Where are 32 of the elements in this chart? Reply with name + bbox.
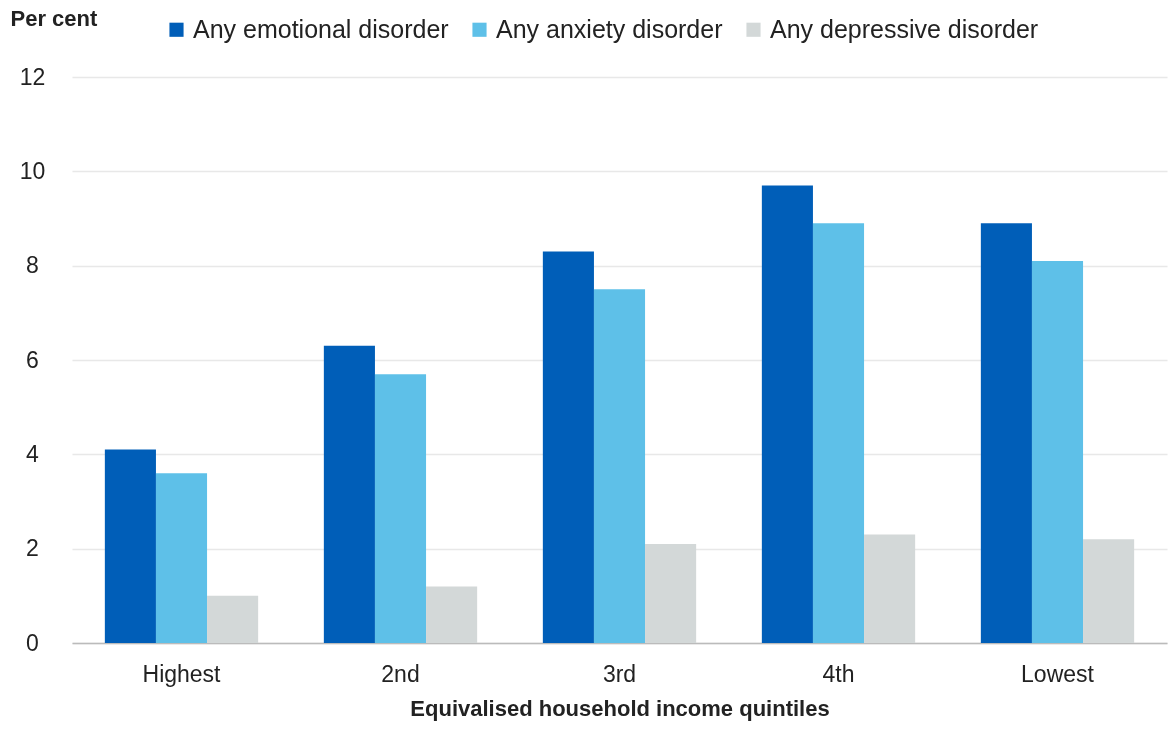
bar bbox=[1031, 260, 1084, 643]
x-tick-label: 2nd bbox=[381, 660, 420, 687]
y-tick-label: 8 bbox=[26, 252, 39, 279]
bar bbox=[426, 586, 478, 643]
y-tick-label: 12 bbox=[19, 63, 46, 90]
bar bbox=[374, 374, 427, 643]
bar bbox=[323, 345, 375, 643]
bar bbox=[864, 534, 916, 643]
x-tick-label: Lowest bbox=[1021, 660, 1095, 687]
y-tick-label: 0 bbox=[26, 629, 39, 656]
legend-label: Any emotional disorder bbox=[193, 14, 449, 43]
bar bbox=[155, 473, 208, 643]
bar bbox=[593, 289, 646, 643]
x-tick-label: 4th bbox=[822, 660, 855, 687]
bar bbox=[1083, 539, 1135, 643]
x-axis-title: Equivalised household income quintiles bbox=[410, 695, 830, 721]
y-tick-label: 4 bbox=[26, 440, 40, 467]
y-tick-label: 6 bbox=[26, 346, 39, 373]
bar bbox=[542, 251, 594, 643]
x-tick-label: 3rd bbox=[602, 660, 637, 687]
y-tick-label: 2 bbox=[26, 535, 39, 562]
x-tick-label: Highest bbox=[142, 660, 222, 687]
y-tick-label: 10 bbox=[19, 157, 46, 184]
y-axis-title: Per cent bbox=[10, 5, 98, 31]
bar bbox=[207, 595, 259, 643]
bar bbox=[980, 223, 1032, 643]
legend-label: Any anxiety disorder bbox=[496, 14, 723, 43]
bar bbox=[761, 185, 813, 643]
legend-label: Any depressive disorder bbox=[770, 14, 1039, 43]
bar bbox=[104, 449, 156, 643]
bar bbox=[812, 223, 865, 643]
bar bbox=[645, 543, 697, 643]
